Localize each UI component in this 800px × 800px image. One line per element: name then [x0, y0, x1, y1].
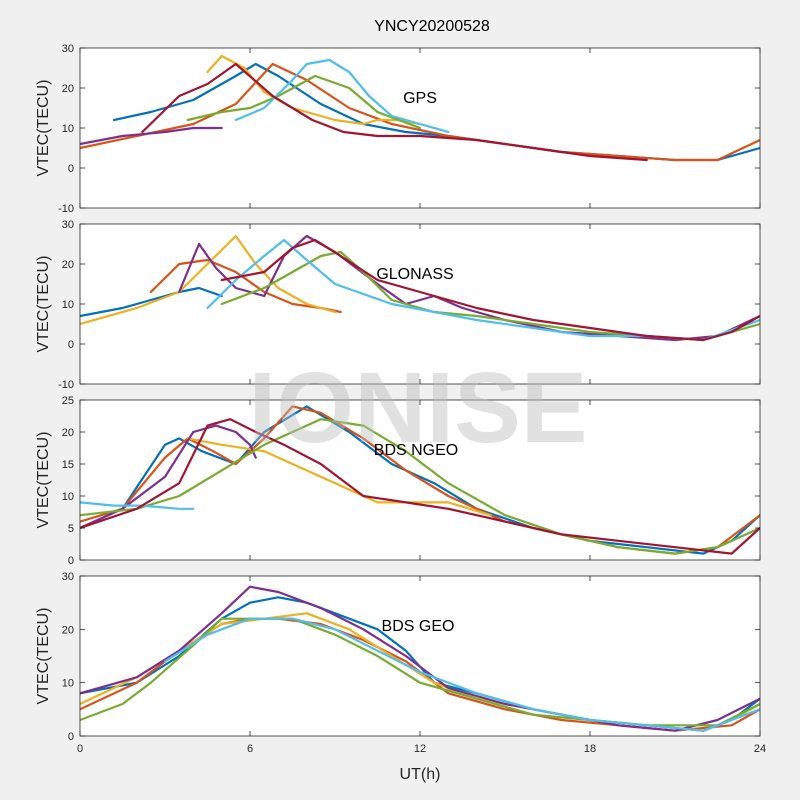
series-line-4: [80, 418, 760, 555]
y-tick-label: 10: [62, 299, 74, 311]
y-tick-label: 20: [62, 427, 74, 439]
panel-label: GPS: [403, 90, 437, 107]
y-tick-label: 20: [62, 259, 74, 271]
y-tick-label: -10: [58, 203, 74, 215]
series-line-4: [186, 74, 422, 130]
y-axis-label: VTEC(TECU): [35, 432, 52, 529]
series-line-5: [234, 58, 450, 134]
series-line-2: [186, 437, 492, 517]
series-group: [80, 405, 760, 555]
x-axis-label: UT(h): [400, 766, 441, 783]
panel-label: BDS GEO: [382, 618, 455, 635]
series-line-3: [80, 585, 760, 732]
y-tick-label: 30: [62, 571, 74, 583]
x-tick-label: 0: [77, 743, 83, 755]
x-tick-label: 6: [247, 743, 253, 755]
plot-area: [80, 576, 760, 736]
series-line-3: [80, 424, 257, 530]
panel-label: BDS NGEO: [374, 442, 458, 459]
series-line-5: [163, 617, 760, 732]
y-tick-label: 5: [68, 523, 74, 535]
series-line-6: [80, 418, 760, 555]
plot-area: [80, 224, 760, 384]
y-axis-label: VTEC(TECU): [35, 256, 52, 353]
series-line-2: [80, 234, 337, 326]
y-tick-label: 25: [62, 395, 74, 407]
y-tick-label: 20: [62, 624, 74, 636]
series-line-2: [206, 54, 422, 126]
watermark: IONISE: [249, 352, 588, 464]
y-tick-label: 10: [62, 678, 74, 690]
y-tick-label: 15: [62, 459, 74, 471]
series-line-0: [80, 286, 223, 318]
series-line-5: [206, 238, 760, 342]
series-line-6: [141, 62, 648, 162]
y-axis-label: VTEC(TECU): [35, 608, 52, 705]
y-tick-label: 0: [68, 555, 74, 567]
y-tick-label: 10: [62, 491, 74, 503]
y-tick-label: 0: [68, 339, 74, 351]
series-line-0: [80, 405, 760, 555]
y-tick-label: 30: [62, 219, 74, 231]
x-tick-label: 18: [584, 743, 596, 755]
panels: -10 0 10 20 30 VTEC(TECU) GPS -10 0 10 20 30 VTEC(TE…: [35, 43, 766, 755]
y-axis-label: VTEC(TECU): [35, 80, 52, 177]
series-line-3: [80, 126, 223, 146]
series-group: [80, 234, 760, 342]
x-tick-label: 24: [754, 743, 766, 755]
series-line-6: [220, 238, 760, 342]
y-tick-label: 0: [68, 163, 74, 175]
panel-3: 0 6 12 18 24 0 10 20 30 VTEC(TECU) BDS GEO: [35, 571, 766, 755]
panel-0: -10 0 10 20 30 VTEC(TECU) GPS: [35, 43, 761, 215]
series-group: [80, 585, 760, 732]
y-tick-label: 20: [62, 83, 74, 95]
series-line-1: [80, 62, 760, 162]
figure-title: YNCY20200528: [374, 18, 490, 35]
panel-1: -10 0 10 20 30 VTEC(TECU) GLONASS: [35, 219, 761, 391]
y-tick-label: 30: [62, 43, 74, 55]
y-tick-label: 0: [68, 731, 74, 743]
panel-2: 0 5 10 15 20 25 VTEC(TECU) BDS NGEO: [35, 395, 761, 567]
x-tick-label: 12: [414, 743, 426, 755]
y-tick-label: -10: [58, 379, 74, 391]
y-tick-label: 10: [62, 123, 74, 135]
series-group: [80, 54, 760, 162]
panel-label: GLONASS: [376, 266, 453, 283]
